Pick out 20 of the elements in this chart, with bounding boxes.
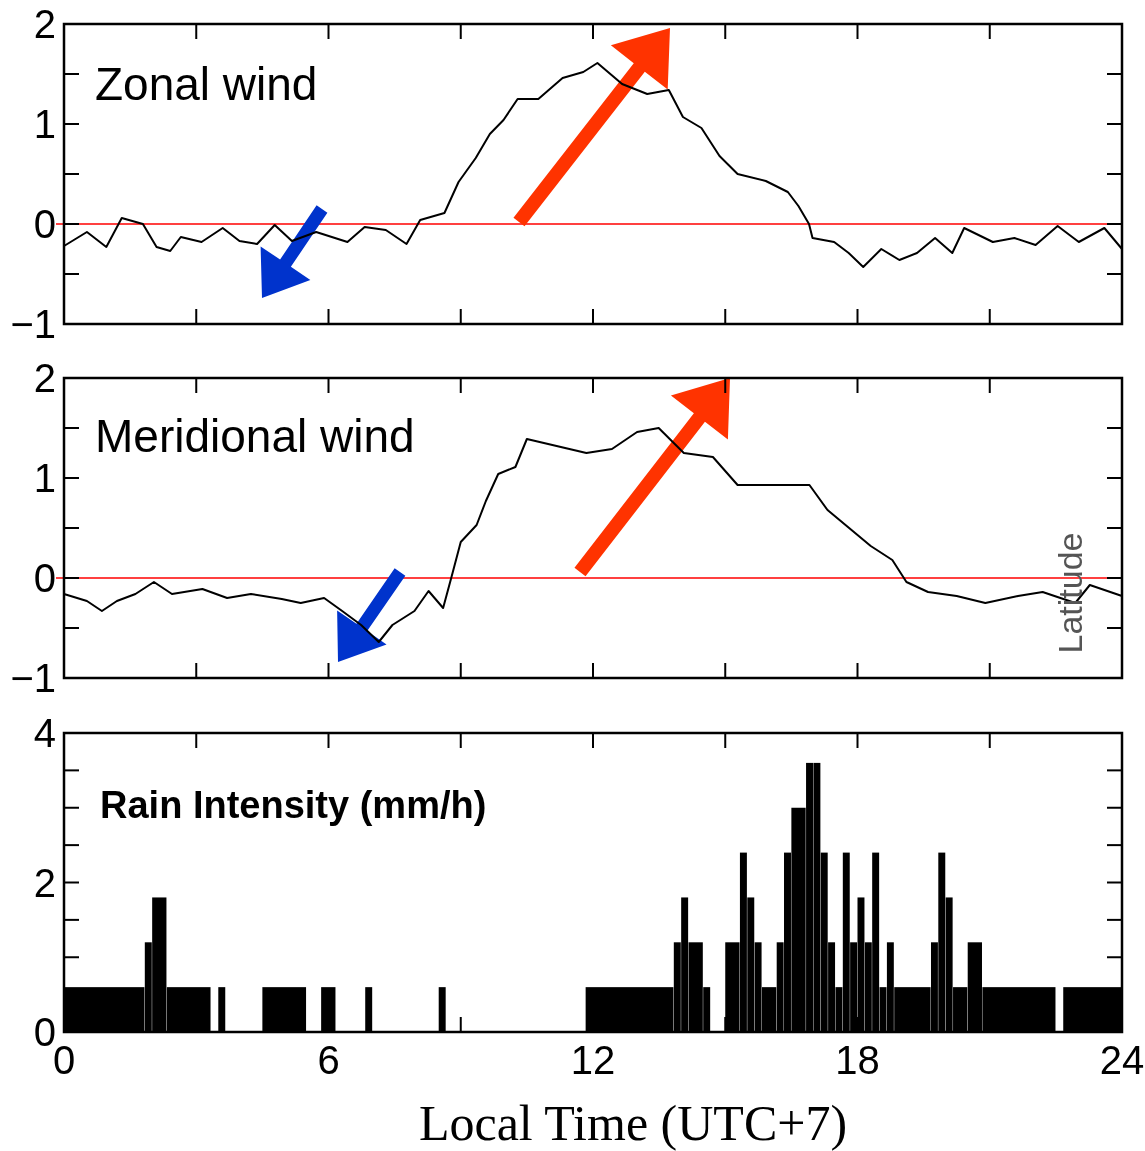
y-tick-label: 2 [33, 2, 56, 46]
y-tick-label: 0 [33, 1010, 56, 1054]
x-tick-label: 24 [1099, 1038, 1145, 1082]
y-tick-label: 1 [33, 456, 56, 500]
y-tick-label: 0 [33, 202, 56, 246]
x-tick-label: 6 [317, 1038, 340, 1082]
text: Zonal wind [95, 58, 318, 110]
y-tick-label: −1 [10, 302, 56, 346]
x-tick-label: 12 [570, 1038, 616, 1082]
annotation: Latitude [1051, 532, 1089, 654]
y-tick-label: 0 [33, 556, 56, 600]
y-tick-label: 2 [33, 860, 56, 905]
y-tick-label: 1 [33, 102, 56, 146]
y-tick-label: 4 [33, 711, 56, 755]
text: Rain Intensity (mm/h) [100, 784, 487, 826]
x-tick-label: 18 [835, 1038, 880, 1082]
y-tick-label: 2 [33, 356, 56, 400]
y-tick-label: −1 [10, 656, 56, 700]
text: Meridional wind [95, 410, 415, 462]
x-axis-title: Local Time (UTC+7) [418, 1095, 848, 1151]
